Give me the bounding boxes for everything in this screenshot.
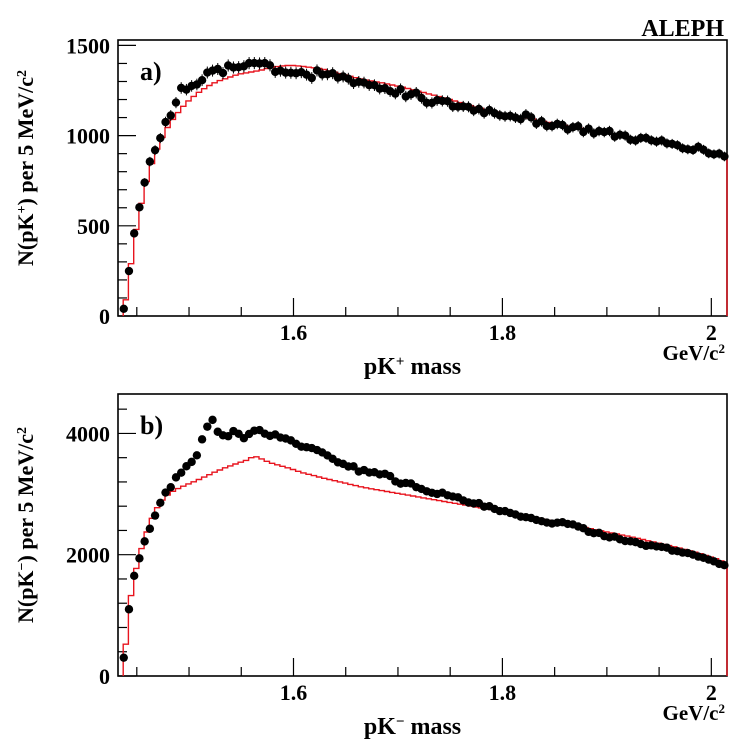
data-point (135, 554, 144, 563)
data-point (150, 511, 160, 520)
x-unit-label: GeV/c2 (663, 701, 725, 726)
x-tick-label: 1.6 (280, 320, 308, 345)
data-point (349, 462, 358, 471)
y-tick-label: 1000 (66, 124, 110, 149)
x-axis-label: pK+ mass (364, 354, 461, 380)
data-point (171, 98, 181, 107)
data-point (396, 85, 405, 94)
data-point (720, 152, 729, 161)
data-point (129, 571, 139, 581)
x-tick-label: 2 (706, 680, 717, 705)
x-unit-label: GeV/c2 (663, 341, 725, 366)
data-point (145, 157, 155, 166)
data-point (208, 415, 217, 425)
x-tick-label: 1.8 (489, 320, 517, 345)
data-point (140, 178, 149, 187)
data-point (412, 88, 421, 97)
data-point (124, 605, 134, 614)
plot-frame (117, 393, 728, 677)
panel-label: a) (140, 57, 162, 86)
data-point (156, 133, 165, 143)
data-point (135, 203, 144, 212)
data-point (197, 435, 207, 444)
data-point (573, 122, 583, 131)
x-axis-label: pK− mass (364, 714, 461, 740)
data-point (156, 498, 165, 507)
model-histogram (122, 456, 728, 676)
data-point (161, 488, 170, 497)
data-point (307, 73, 316, 83)
data-point (443, 96, 452, 106)
y-axis-label: N(pK−) per 5 MeV/c2 (13, 427, 38, 623)
data-point (150, 145, 160, 155)
y-tick-label: 4000 (66, 421, 110, 446)
data-point (119, 653, 128, 662)
data-point (197, 76, 207, 85)
x-tick-label: 1.6 (280, 680, 308, 705)
panel-label: b) (140, 411, 163, 440)
data-point (161, 117, 170, 127)
x-tick-label: 1.8 (489, 680, 517, 705)
data-point (119, 304, 128, 313)
data-point (526, 113, 536, 122)
data-point (176, 468, 186, 477)
x-tick-label: 2 (706, 320, 717, 345)
y-tick-label: 0 (99, 304, 110, 329)
data-point (140, 537, 149, 546)
data-point (187, 457, 196, 467)
y-tick-label: 0 (99, 664, 110, 689)
data-point (124, 266, 134, 276)
data-point (203, 422, 212, 431)
data-point (224, 432, 233, 441)
data-point (720, 561, 729, 570)
data-point (265, 61, 275, 70)
experiment-label: ALEPH (641, 16, 724, 42)
data-point (166, 482, 175, 492)
chart-panel-1: 1.6 1.8 2 0 500 1000 1500 a) pK+ mass GeV/c2 N(pK+… (13, 33, 729, 380)
y-axis-label: N(pK+) per 5 MeV/c2 (13, 70, 38, 266)
data-point (218, 68, 228, 78)
data-point (192, 451, 202, 460)
data-point (385, 471, 395, 481)
y-tick-label: 2000 (66, 543, 110, 568)
y-tick-label: 500 (77, 214, 110, 239)
data-point (129, 229, 139, 238)
y-tick-label: 1500 (66, 33, 110, 58)
data-point (605, 126, 614, 136)
data-point (166, 111, 175, 120)
chart-panel-2: 1.6 1.8 2 0 2000 4000 b) pK− mass GeV/c2 N(pK−) p… (13, 393, 729, 740)
data-point (145, 524, 155, 533)
